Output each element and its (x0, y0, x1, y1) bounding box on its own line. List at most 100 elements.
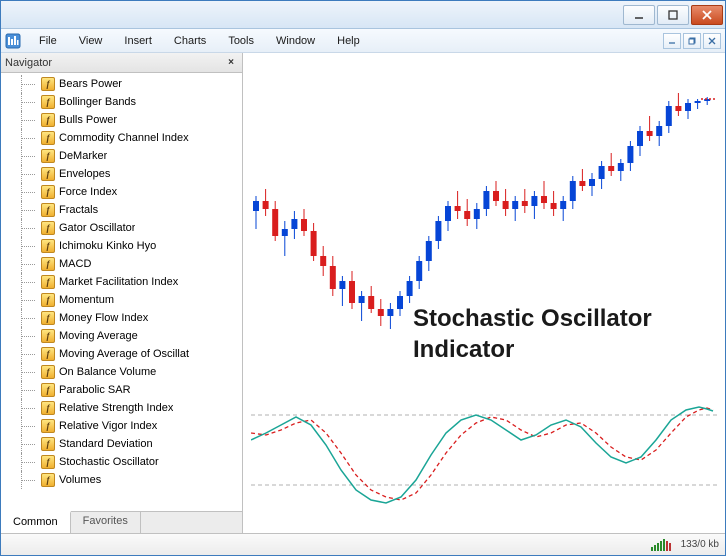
indicator-item[interactable]: f DeMarker (1, 147, 242, 165)
indicator-label: Gator Oscillator (59, 222, 135, 234)
menubar: FileViewInsertChartsToolsWindowHelp (1, 29, 725, 53)
mdi-restore-button[interactable] (683, 33, 701, 49)
function-icon: f (41, 383, 55, 397)
indicator-label: DeMarker (59, 150, 107, 162)
indicator-item[interactable]: f MACD (1, 255, 242, 273)
minimize-button[interactable] (623, 5, 655, 25)
indicator-item[interactable]: f Relative Strength Index (1, 399, 242, 417)
function-icon: f (41, 239, 55, 253)
menu-window[interactable]: Window (266, 33, 325, 49)
navigator-header: Navigator × (1, 53, 242, 73)
function-icon: f (41, 455, 55, 469)
indicator-label: On Balance Volume (59, 366, 156, 378)
function-icon: f (41, 203, 55, 217)
function-icon: f (41, 257, 55, 271)
indicator-label: Relative Vigor Index (59, 420, 157, 432)
connection-indicator (651, 539, 671, 551)
chart-area[interactable]: Stochastic Oscillator Indicator (243, 53, 725, 533)
indicator-item[interactable]: f Moving Average of Oscillat (1, 345, 242, 363)
navigator-title: Navigator (5, 57, 52, 69)
indicator-item[interactable]: f Bears Power (1, 75, 242, 93)
mdi-close-button[interactable] (703, 33, 721, 49)
function-icon: f (41, 293, 55, 307)
indicator-label: Force Index (59, 186, 117, 198)
indicator-item[interactable]: f Momentum (1, 291, 242, 309)
indicator-item[interactable]: f Bollinger Bands (1, 93, 242, 111)
indicator-label: Money Flow Index (59, 312, 148, 324)
function-icon: f (41, 311, 55, 325)
indicator-label: Parabolic SAR (59, 384, 131, 396)
candlestick-chart (251, 61, 719, 371)
function-icon: f (41, 149, 55, 163)
indicator-item[interactable]: f Commodity Channel Index (1, 129, 242, 147)
nav-tab-favorites[interactable]: Favorites (71, 512, 141, 533)
indicator-item[interactable]: f Ichimoku Kinko Hyo (1, 237, 242, 255)
indicator-item[interactable]: f Bulls Power (1, 111, 242, 129)
indicator-item[interactable]: f Money Flow Index (1, 309, 242, 327)
function-icon: f (41, 131, 55, 145)
function-icon: f (41, 365, 55, 379)
indicator-item[interactable]: f Relative Vigor Index (1, 417, 242, 435)
function-icon: f (41, 113, 55, 127)
indicator-label: Commodity Channel Index (59, 132, 189, 144)
indicator-label: Volumes (59, 474, 101, 486)
menu-help[interactable]: Help (327, 33, 370, 49)
close-button[interactable] (691, 5, 723, 25)
indicator-item[interactable]: f Parabolic SAR (1, 381, 242, 399)
indicator-label: Bulls Power (59, 114, 117, 126)
indicator-label: Moving Average (59, 330, 138, 342)
maximize-button[interactable] (657, 5, 689, 25)
menu-charts[interactable]: Charts (164, 33, 216, 49)
function-icon: f (41, 401, 55, 415)
indicator-label: Moving Average of Oscillat (59, 348, 189, 360)
indicator-label: Bollinger Bands (59, 96, 136, 108)
navigator-panel: Navigator × f Bears Power f Bollinger Bands… (1, 53, 243, 533)
app-window: FileViewInsertChartsToolsWindowHelp Navi… (0, 0, 726, 556)
indicator-item[interactable]: f On Balance Volume (1, 363, 242, 381)
indicator-item[interactable]: f Market Facilitation Index (1, 273, 242, 291)
function-icon: f (41, 77, 55, 91)
menu-file[interactable]: File (29, 33, 67, 49)
indicator-label: Momentum (59, 294, 114, 306)
function-icon: f (41, 185, 55, 199)
function-icon: f (41, 419, 55, 433)
navigator-tree[interactable]: f Bears Power f Bollinger Bands f Bulls Power… (1, 73, 242, 511)
app-icon (5, 33, 21, 49)
indicator-item[interactable]: f Standard Deviation (1, 435, 242, 453)
navigator-close-button[interactable]: × (224, 56, 238, 70)
indicator-item[interactable]: f Envelopes (1, 165, 242, 183)
statusbar: 133/0 kb (1, 533, 725, 555)
indicator-item[interactable]: f Fractals (1, 201, 242, 219)
indicator-label: Fractals (59, 204, 98, 216)
function-icon: f (41, 329, 55, 343)
function-icon: f (41, 95, 55, 109)
indicator-label: MACD (59, 258, 91, 270)
function-icon: f (41, 275, 55, 289)
status-kb: 133/0 kb (681, 539, 719, 550)
mdi-minimize-button[interactable] (663, 33, 681, 49)
indicator-label: Bears Power (59, 78, 122, 90)
indicator-item[interactable]: f Force Index (1, 183, 242, 201)
titlebar (1, 1, 725, 29)
indicator-item[interactable]: f Volumes (1, 471, 242, 489)
function-icon: f (41, 167, 55, 181)
menu-insert[interactable]: Insert (114, 33, 162, 49)
workspace: Navigator × f Bears Power f Bollinger Bands… (1, 53, 725, 533)
function-icon: f (41, 473, 55, 487)
indicator-label: Envelopes (59, 168, 110, 180)
nav-tab-common[interactable]: Common (1, 511, 71, 533)
indicator-label: Stochastic Oscillator (59, 456, 159, 468)
indicator-label: Relative Strength Index (59, 402, 173, 414)
menu-view[interactable]: View (69, 33, 113, 49)
indicator-label: Ichimoku Kinko Hyo (59, 240, 156, 252)
function-icon: f (41, 347, 55, 361)
indicator-item[interactable]: fGator Oscillator (1, 219, 242, 237)
function-icon: f (41, 437, 55, 451)
indicator-label: Market Facilitation Index (59, 276, 178, 288)
navigator-tabs: CommonFavorites (1, 511, 242, 533)
indicator-item[interactable]: f Moving Average (1, 327, 242, 345)
indicator-label: Standard Deviation (59, 438, 153, 450)
indicator-item[interactable]: f Stochastic Oscillator (1, 453, 242, 471)
stochastic-indicator (251, 385, 719, 515)
menu-tools[interactable]: Tools (218, 33, 264, 49)
